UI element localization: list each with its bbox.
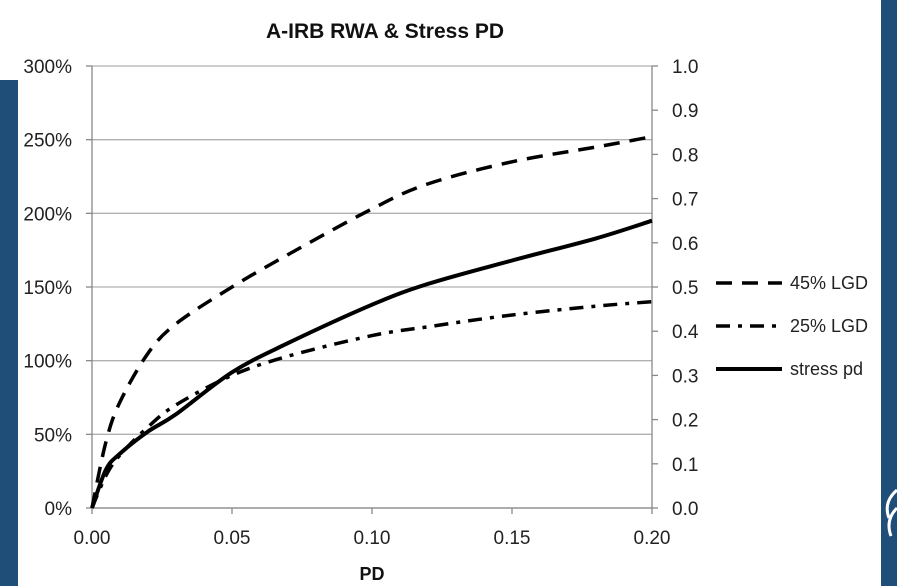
y-axis-ticks: 0% 50% 100% 150% 200% 250% 300% xyxy=(23,57,72,520)
y2-tick-label: 0.6 xyxy=(672,234,698,255)
y2-tick-label: 0.4 xyxy=(672,322,699,343)
series-line-25-lgd xyxy=(90,299,653,509)
y2-tick-label: 0.9 xyxy=(672,101,698,122)
y2-tick-label: 0.2 xyxy=(672,411,698,432)
legend-label-45-lgd: 45% LGD xyxy=(790,273,868,293)
chart-title: A-IRB RWA & Stress PD xyxy=(266,20,504,43)
y-tick-label: 150% xyxy=(23,278,72,299)
y-tick-label: 250% xyxy=(23,131,72,152)
x-tick-label: 0.15 xyxy=(494,528,531,549)
grid-lines xyxy=(92,65,652,509)
x-tick-label: 0.10 xyxy=(354,528,391,549)
legend: 45% LGD 25% LGD stress pd xyxy=(716,273,868,379)
x-tick-label: 0.00 xyxy=(74,528,111,549)
x-axis-ticks: 0.00 0.05 0.10 0.15 0.20 xyxy=(74,528,671,549)
right-decorative-bar xyxy=(881,0,897,586)
y-tick-label: 200% xyxy=(23,204,72,225)
y-tick-label: 300% xyxy=(23,57,72,78)
swoosh-logo-fragment xyxy=(885,488,897,537)
y-tick-label: 0% xyxy=(45,499,73,520)
y2-tick-label: 0.7 xyxy=(672,190,698,211)
left-decorative-bar xyxy=(0,80,18,586)
y2-tick-label: 1.0 xyxy=(672,57,698,78)
x-tick-label: 0.05 xyxy=(214,528,251,549)
series-line-45-lgd xyxy=(90,134,653,509)
x-tick-label: 0.20 xyxy=(634,528,671,549)
y2-axis-ticks: 0.0 0.1 0.2 0.3 0.4 0.5 0.6 0.7 0.8 0.9 1.0 xyxy=(672,57,699,520)
series-line-stress-pd xyxy=(90,218,653,509)
legend-label-stress-pd: stress pd xyxy=(790,359,863,379)
y2-tick-label: 0.8 xyxy=(672,145,698,166)
y2-tick-label: 0.5 xyxy=(672,278,698,299)
y2-tick-label: 0.1 xyxy=(672,455,698,476)
axes xyxy=(86,65,658,514)
y-tick-label: 100% xyxy=(23,352,72,373)
y2-tick-label: 0.3 xyxy=(672,366,698,387)
y2-tick-label: 0.0 xyxy=(672,499,698,520)
legend-label-25-lgd: 25% LGD xyxy=(790,316,868,336)
series-layer xyxy=(90,134,653,509)
y-tick-label: 50% xyxy=(34,425,72,446)
x-axis-title: PD xyxy=(359,564,384,584)
